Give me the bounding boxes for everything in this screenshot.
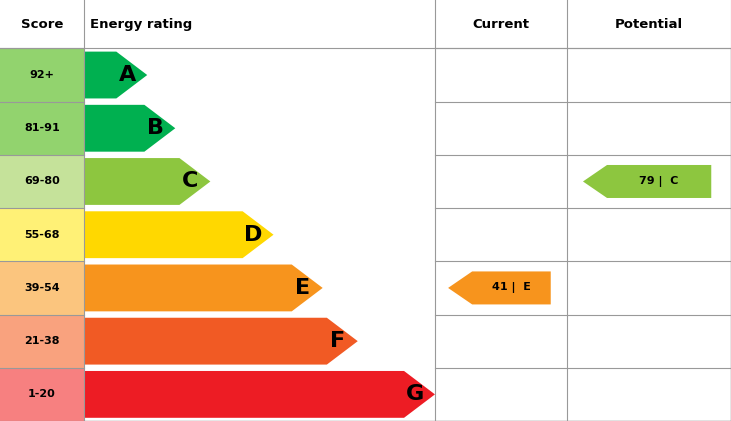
Text: 1-20: 1-20 bbox=[29, 389, 56, 400]
Bar bbox=[0, 0, 731, 48]
Text: 55-68: 55-68 bbox=[24, 230, 60, 240]
Polygon shape bbox=[84, 264, 322, 312]
Text: E: E bbox=[295, 278, 310, 298]
Text: 69-80: 69-80 bbox=[24, 176, 60, 187]
Text: F: F bbox=[330, 331, 345, 351]
Text: 92+: 92+ bbox=[29, 70, 55, 80]
Bar bbox=[0, 368, 84, 421]
Text: 81-91: 81-91 bbox=[24, 123, 60, 133]
Bar bbox=[0, 314, 84, 368]
Bar bbox=[0, 48, 84, 101]
Text: Energy rating: Energy rating bbox=[90, 18, 192, 31]
Text: C: C bbox=[182, 171, 199, 192]
Polygon shape bbox=[84, 52, 147, 99]
Text: 21-38: 21-38 bbox=[24, 336, 60, 346]
Polygon shape bbox=[84, 158, 211, 205]
Text: 79 |  C: 79 | C bbox=[640, 176, 679, 187]
Text: G: G bbox=[406, 384, 424, 405]
Polygon shape bbox=[84, 211, 273, 258]
Text: D: D bbox=[244, 225, 262, 245]
Text: Score: Score bbox=[21, 18, 63, 31]
Text: A: A bbox=[118, 65, 136, 85]
Polygon shape bbox=[583, 165, 711, 198]
Bar bbox=[0, 208, 84, 261]
Polygon shape bbox=[84, 318, 357, 365]
Text: Potential: Potential bbox=[615, 18, 683, 31]
Text: 41 |  E: 41 | E bbox=[492, 282, 531, 293]
Polygon shape bbox=[84, 105, 175, 152]
Text: Current: Current bbox=[472, 18, 529, 31]
Text: B: B bbox=[147, 118, 164, 138]
Bar bbox=[0, 155, 84, 208]
Bar bbox=[0, 101, 84, 155]
Bar bbox=[0, 261, 84, 314]
Text: 39-54: 39-54 bbox=[24, 283, 60, 293]
Polygon shape bbox=[448, 272, 550, 304]
Polygon shape bbox=[84, 371, 435, 418]
